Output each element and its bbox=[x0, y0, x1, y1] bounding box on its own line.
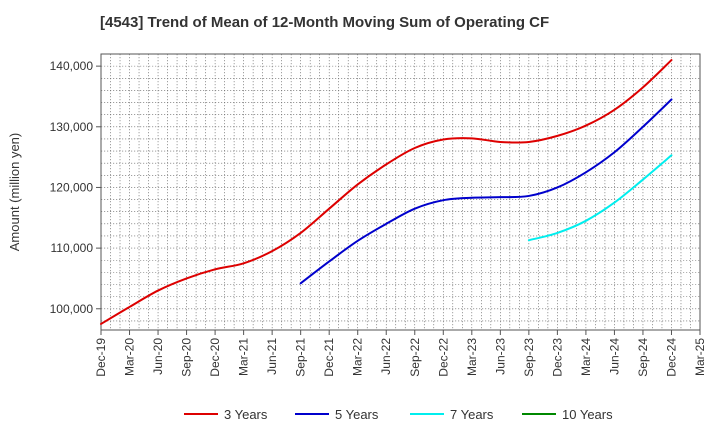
plot-frame bbox=[100, 53, 701, 331]
x-tick-label: Sep-24 bbox=[636, 338, 650, 377]
legend-label: 5 Years bbox=[335, 407, 379, 422]
x-tick-label: Dec-20 bbox=[208, 338, 222, 377]
x-tick-label: Sep-20 bbox=[180, 338, 194, 377]
x-tick-label: Mar-24 bbox=[579, 338, 593, 376]
legend-item-10-years: 10 Years bbox=[522, 407, 613, 422]
y-axis-label: Amount (million yen) bbox=[7, 133, 22, 252]
x-tick-label: Jun-23 bbox=[493, 338, 507, 375]
legend: 3 Years 5 Years 7 Years 10 Years bbox=[184, 407, 613, 422]
series-line-7-years bbox=[527, 154, 673, 242]
x-tick-label: Dec-21 bbox=[322, 338, 336, 377]
plot-background bbox=[101, 54, 700, 330]
x-tick-label: Jun-20 bbox=[151, 338, 165, 375]
x-tick-label: Sep-22 bbox=[408, 338, 422, 377]
legend-label: 3 Years bbox=[224, 407, 268, 422]
y-tick-label: 110,000 bbox=[51, 241, 94, 255]
legend-label: 7 Years bbox=[450, 407, 494, 422]
series-line-5-years bbox=[299, 98, 673, 285]
x-tick-label: Mar-21 bbox=[237, 338, 251, 376]
x-tick-label: Mar-22 bbox=[351, 338, 365, 376]
series-line-3-years bbox=[100, 59, 673, 325]
y-tick-label: 140,000 bbox=[50, 59, 94, 73]
legend-label: 10 Years bbox=[562, 407, 613, 422]
x-tick-label: Jun-24 bbox=[607, 338, 621, 375]
x-tick-label: Jun-21 bbox=[265, 338, 279, 375]
x-tick-label: Dec-22 bbox=[436, 338, 450, 377]
x-tick-label: Mar-20 bbox=[123, 338, 137, 376]
legend-item-5-years: 5 Years bbox=[295, 407, 379, 422]
y-tick-label: 120,000 bbox=[50, 180, 94, 194]
x-tick-label: Dec-23 bbox=[550, 338, 564, 377]
y-tick-label: 100,000 bbox=[50, 302, 94, 316]
x-tick-label: Jun-22 bbox=[379, 338, 393, 375]
x-tick-label: Mar-23 bbox=[465, 338, 479, 376]
legend-item-3-years: 3 Years bbox=[184, 407, 268, 422]
x-tick-label: Dec-24 bbox=[664, 338, 678, 377]
legend-item-7-years: 7 Years bbox=[410, 407, 494, 422]
x-tick-label: Sep-23 bbox=[522, 338, 536, 377]
x-tick-label: Sep-21 bbox=[294, 338, 308, 377]
x-tick-label: Dec-19 bbox=[94, 338, 108, 377]
x-tick-label: Mar-25 bbox=[693, 338, 707, 376]
y-tick-label: 130,000 bbox=[50, 120, 94, 134]
chart-title: [4543] Trend of Mean of 12-Month Moving … bbox=[100, 14, 549, 31]
plot-area: 100,000 110,000 120,000 130,000 140,000 Dec-1… bbox=[50, 53, 707, 377]
